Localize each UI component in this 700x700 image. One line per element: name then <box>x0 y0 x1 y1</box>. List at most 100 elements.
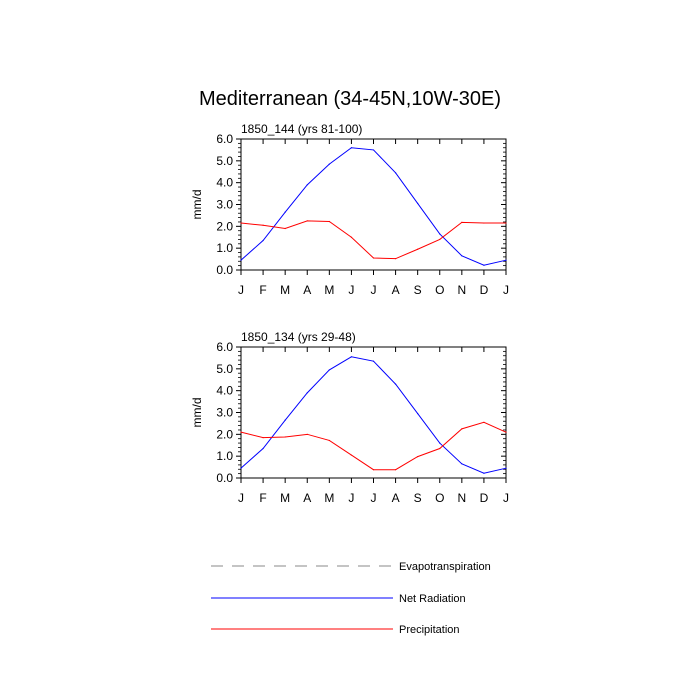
x-tick-label: A <box>303 283 311 297</box>
data-point <box>350 356 353 358</box>
panel-title: 1850_144 (yrs 81-100) <box>241 122 362 136</box>
data-point <box>372 149 375 151</box>
data-point <box>306 433 308 435</box>
data-point <box>394 383 397 385</box>
legend-label: Evapotranspiration <box>399 561 491 573</box>
y-axis-label: mm/d <box>190 398 204 428</box>
data-point <box>461 463 463 465</box>
chart-panel-2: 1850_134 (yrs 29-48) mm/d 0.0 1.0 2.0 3.0 4.0 5… <box>190 330 509 505</box>
data-point <box>306 392 308 394</box>
y-tick-label: 6.0 <box>216 132 233 146</box>
figure-title: Mediterranean (34-45N,10W-30E) <box>199 88 501 110</box>
data-point <box>417 456 419 458</box>
data-point <box>350 236 353 238</box>
x-tick-label: J <box>371 283 377 297</box>
data-point <box>483 222 485 224</box>
data-point <box>394 469 397 471</box>
x-tick-label: J <box>371 491 377 505</box>
x-tick-label: S <box>414 491 422 505</box>
data-point <box>461 428 463 430</box>
series-line-net-radiation <box>240 356 507 474</box>
data-point <box>372 360 375 362</box>
legend-item-precipitation: Precipitation <box>211 624 460 636</box>
data-point <box>417 412 419 415</box>
data-point <box>284 436 286 438</box>
data-point <box>439 442 441 444</box>
y-tick-label: 2.0 <box>216 219 233 233</box>
x-tick-label: J <box>503 283 509 297</box>
x-tick-label: M <box>280 283 290 297</box>
y-tick-label: 4.0 <box>216 176 233 190</box>
series-line-precipitation <box>240 220 506 260</box>
data-point <box>284 419 286 421</box>
panel-title: 1850_134 (yrs 29-48) <box>241 330 356 344</box>
plot-frame <box>240 138 507 271</box>
x-tick-label: M <box>324 491 334 505</box>
y-tick-label: 5.0 <box>216 154 233 168</box>
data-point <box>372 469 375 471</box>
y-tick-label: 3.0 <box>216 406 233 420</box>
data-point <box>240 259 242 261</box>
legend-label: Net Radiation <box>399 593 466 605</box>
data-point <box>394 258 397 260</box>
y-tick-label: 6.0 <box>216 340 233 354</box>
data-point <box>350 454 353 456</box>
x-tick-label: J <box>348 491 354 505</box>
data-point <box>328 369 330 371</box>
data-point <box>461 255 463 257</box>
x-tick-label: A <box>392 491 400 505</box>
y-tick-label: 2.0 <box>216 427 233 441</box>
data-point <box>328 220 330 223</box>
data-point <box>417 248 419 250</box>
x-tick-label: N <box>457 283 466 297</box>
y-tick-label: 0.0 <box>216 263 233 277</box>
data-point <box>306 184 308 186</box>
data-point <box>483 264 485 266</box>
x-tick-label: D <box>480 491 489 505</box>
x-tick-label: S <box>414 283 422 297</box>
data-point <box>262 224 264 226</box>
x-tick-label: A <box>392 283 400 297</box>
chart-panels: 1850_144 (yrs 81-100) mm/d 0.0 1.0 2.0 3.0 4.0… <box>190 122 509 505</box>
x-tick-label: N <box>457 491 466 505</box>
data-point <box>328 163 330 165</box>
data-point <box>262 447 264 450</box>
data-point <box>439 238 441 241</box>
data-point <box>328 439 330 442</box>
x-tick-label: F <box>259 491 266 505</box>
data-point <box>394 172 397 174</box>
legend-label: Precipitation <box>399 624 460 636</box>
data-point <box>262 239 264 242</box>
y-tick-label: 0.0 <box>216 471 233 485</box>
x-tick-label: O <box>435 283 444 297</box>
y-tick-label: 1.0 <box>216 449 233 463</box>
legend-item-evapotranspiration: Evapotranspiration <box>211 561 491 573</box>
y-tick-label: 5.0 <box>216 362 233 376</box>
x-tick-label: M <box>280 491 290 505</box>
x-tick-label: A <box>303 491 311 505</box>
series-line-net-radiation <box>240 147 507 266</box>
legend-item-net-radiation: Net Radiation <box>211 593 466 605</box>
data-point <box>306 220 308 222</box>
y-tick-label: 4.0 <box>216 384 233 398</box>
data-point <box>483 472 485 474</box>
plot-frame <box>240 346 507 479</box>
x-tick-label: J <box>348 283 354 297</box>
chart-panel-1: 1850_144 (yrs 81-100) mm/d 0.0 1.0 2.0 3.0 4.0… <box>190 122 509 297</box>
x-tick-label: F <box>259 283 266 297</box>
data-point <box>505 467 507 469</box>
data-point <box>505 259 507 261</box>
data-point <box>439 447 441 450</box>
y-tick-label: 3.0 <box>216 198 233 212</box>
x-tick-label: J <box>238 283 244 297</box>
data-point <box>505 222 507 224</box>
series-line-precipitation <box>240 421 507 471</box>
y-tick-label: 1.0 <box>216 241 233 255</box>
x-tick-label: O <box>435 491 444 505</box>
data-point <box>350 147 353 149</box>
data-point <box>240 467 242 469</box>
x-tick-label: J <box>503 491 509 505</box>
data-point <box>439 233 441 235</box>
legend: Evapotranspiration Net Radiation Precipita… <box>211 561 491 636</box>
